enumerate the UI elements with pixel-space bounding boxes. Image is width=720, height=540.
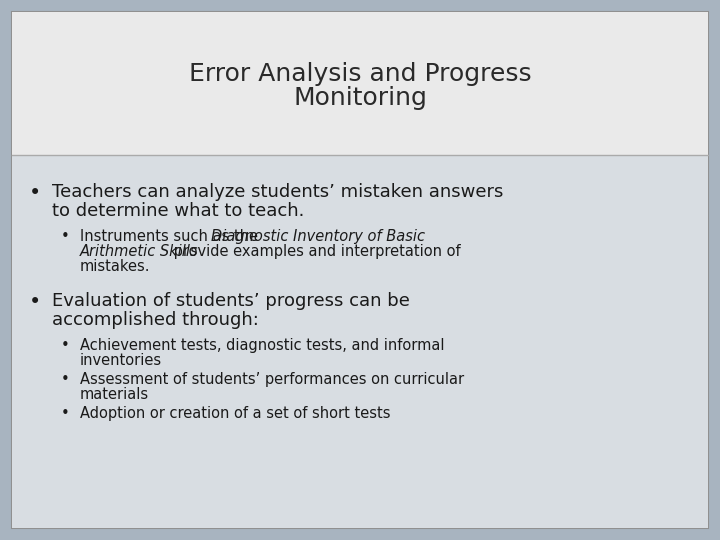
Text: Arithmetic Skills: Arithmetic Skills — [80, 244, 199, 259]
Text: •: • — [29, 292, 41, 312]
Text: •: • — [60, 229, 69, 244]
Text: Diagnostic Inventory of Basic: Diagnostic Inventory of Basic — [211, 229, 425, 244]
Text: •: • — [60, 338, 69, 353]
FancyBboxPatch shape — [12, 12, 708, 155]
Text: Instruments such as the: Instruments such as the — [80, 229, 263, 244]
Text: Error Analysis and Progress: Error Analysis and Progress — [189, 62, 531, 85]
FancyBboxPatch shape — [12, 12, 708, 528]
Text: materials: materials — [80, 387, 149, 402]
Text: •: • — [60, 406, 69, 421]
Text: accomplished through:: accomplished through: — [52, 311, 259, 329]
Text: Evaluation of students’ progress can be: Evaluation of students’ progress can be — [52, 292, 410, 310]
Text: Teachers can analyze students’ mistaken answers: Teachers can analyze students’ mistaken … — [52, 183, 503, 201]
Text: inventories: inventories — [80, 353, 162, 368]
Text: Monitoring: Monitoring — [293, 85, 427, 110]
Text: Assessment of students’ performances on curricular: Assessment of students’ performances on … — [80, 372, 464, 387]
Text: Adoption or creation of a set of short tests: Adoption or creation of a set of short t… — [80, 406, 390, 421]
FancyBboxPatch shape — [12, 155, 708, 528]
Text: Achievement tests, diagnostic tests, and informal: Achievement tests, diagnostic tests, and… — [80, 338, 444, 353]
Text: to determine what to teach.: to determine what to teach. — [52, 202, 305, 220]
Text: mistakes.: mistakes. — [80, 259, 150, 274]
Text: provide examples and interpretation of: provide examples and interpretation of — [169, 244, 461, 259]
Text: •: • — [29, 183, 41, 203]
Text: •: • — [60, 372, 69, 387]
